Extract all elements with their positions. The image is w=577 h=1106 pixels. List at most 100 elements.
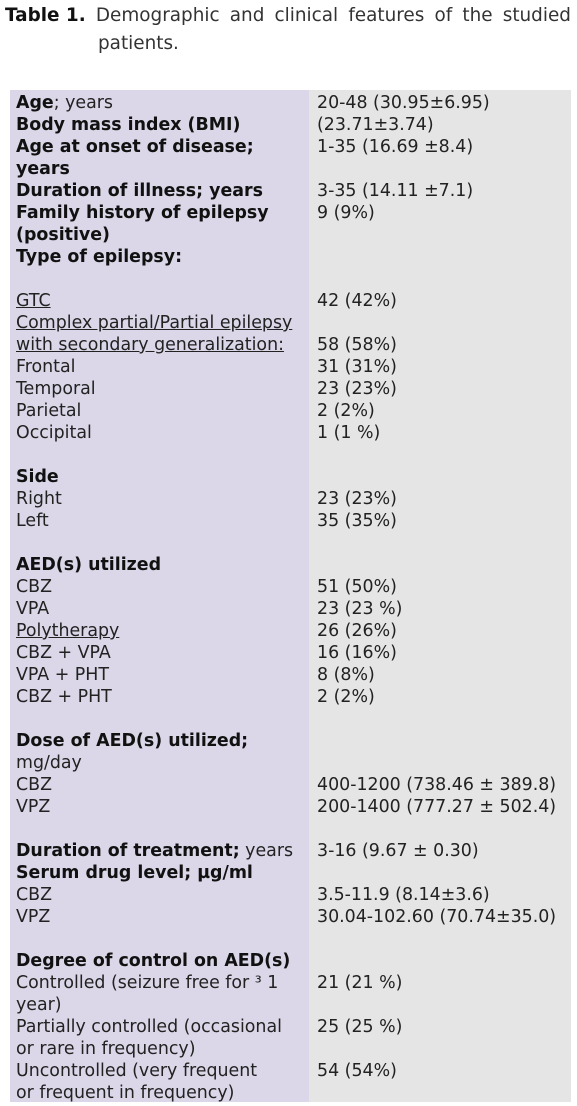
table-row: Side [10, 466, 571, 488]
table-row: Parietal 2 (2%) [10, 400, 571, 422]
row-label: Body mass index (BMI) [10, 114, 309, 136]
row-value: 23 (23 %) [317, 599, 403, 619]
table-row: or frequent in frequency) [10, 1082, 571, 1104]
row-label: year) [10, 994, 309, 1016]
table-row: Controlled (seizure free for ³ 1 21 (21 %… [10, 972, 571, 994]
row-label: Side [10, 466, 309, 488]
table-row: Polytherapy 26 (26%) [10, 620, 571, 642]
row-value: 400-1200 (738.46 ± 389.8) [317, 775, 557, 795]
row-label: (positive) [10, 224, 309, 246]
row-label: Duration of treatment; years [10, 840, 309, 862]
row-label-text: CBZ [16, 885, 52, 905]
row-value: 3-35 (14.11 ±7.1) [317, 181, 474, 201]
row-label: or frequent in frequency) [10, 1082, 309, 1104]
row-label-text: CBZ + PHT [16, 687, 112, 707]
table-row: Dose of AED(s) utilized; [10, 730, 571, 752]
row-label: CBZ + PHT [10, 686, 309, 708]
table-blank-row [10, 708, 571, 730]
row-label-text: Duration of treatment; [16, 841, 240, 861]
row-value [309, 730, 317, 752]
row-value: 31 (31%) [317, 357, 397, 377]
row-label-text: Family history of epilepsy [16, 203, 269, 223]
row-value: 23 (23%) [317, 379, 397, 399]
row-value [309, 950, 317, 972]
table-row: year) [10, 994, 571, 1016]
row-value: 8 (8%) [317, 665, 375, 685]
row-value: 54 (54%) [317, 1061, 397, 1081]
row-label-text: or frequent in frequency) [16, 1083, 235, 1103]
table-row: CBZ 51 (50%) [10, 576, 571, 598]
row-value: 51 (50%) [317, 577, 397, 597]
table-row: Left 35 (35%) [10, 510, 571, 532]
table-row: CBZ 3.5-11.9 (8.14±3.6) [10, 884, 571, 906]
row-value: 3.5-11.9 (8.14±3.6) [317, 885, 490, 905]
row-label-text: with secondary generalization: [16, 335, 284, 355]
row-value [309, 1038, 317, 1060]
row-label: VPZ [10, 796, 309, 818]
row-label: Dose of AED(s) utilized; [10, 730, 309, 752]
caption-word: studied [502, 5, 571, 26]
table-row: (positive) [10, 224, 571, 246]
row-value: 200-1400 (777.27 ± 502.4) [317, 797, 557, 817]
row-value: 35 (35%) [317, 511, 397, 531]
table-row: Duration of treatment; years 3-16 (9.67 ±… [10, 840, 571, 862]
row-value [309, 862, 317, 884]
table-row: Right 23 (23%) [10, 488, 571, 510]
table-row: VPA + PHT 8 (8%) [10, 664, 571, 686]
row-label-text: or rare in frequency) [16, 1039, 196, 1059]
row-label-text: Side [16, 467, 59, 487]
row-label-text: Dose of AED(s) utilized; [16, 731, 249, 751]
table-row: Family history of epilepsy 9 (9%) [10, 202, 571, 224]
row-value [309, 554, 317, 576]
table-blank-row [10, 444, 571, 466]
table-right-column-bg [309, 90, 571, 1102]
table-row: Occipital 1 (1 %) [10, 422, 571, 444]
row-label-text: Left [16, 511, 49, 531]
table-row: AED(s) utilized [10, 554, 571, 576]
row-label: Occipital [10, 422, 309, 444]
row-label-text: CBZ + VPA [16, 643, 111, 663]
table-row: Temporal 23 (23%) [10, 378, 571, 400]
row-value: (23.71±3.74) [317, 115, 434, 135]
row-label-text: VPZ [16, 907, 51, 927]
row-label: mg/day [10, 752, 309, 774]
row-label-text: Right [16, 489, 62, 509]
row-value: 20-48 (30.95±6.95) [317, 93, 490, 113]
caption-word: clinical [274, 5, 339, 26]
row-label: Type of epilepsy: [10, 246, 309, 268]
row-label-text: VPA + PHT [16, 665, 109, 685]
row-label-text: VPA [16, 599, 50, 619]
row-label-text: VPZ [16, 797, 51, 817]
row-label: Age at onset of disease; years [10, 136, 309, 180]
row-label: or rare in frequency) [10, 1038, 309, 1060]
row-label: VPA + PHT [10, 664, 309, 686]
row-label: Age; years [10, 92, 309, 114]
row-value: 9 (9%) [317, 203, 375, 223]
row-value: 42 (42%) [317, 291, 397, 311]
row-value [309, 752, 317, 774]
row-label-text: Body mass index (BMI) [16, 115, 241, 135]
table-left-column-bg [10, 90, 309, 1102]
row-value: 3-16 (9.67 ± 0.30) [317, 841, 479, 861]
table-row: VPZ 30.04-102.60 (70.74±35.0) [10, 906, 571, 928]
row-label: CBZ [10, 774, 309, 796]
row-value: 26 (26%) [317, 621, 397, 641]
table-row: Type of epilepsy: [10, 246, 571, 268]
row-label-text: ; years [53, 93, 113, 113]
row-label-text: Controlled (seizure free for ³ 1 [16, 973, 279, 993]
table-caption: Table 1. Demographic and clinical features of… [5, 2, 571, 58]
row-label-text: mg/day [16, 753, 82, 773]
row-label: VPA [10, 598, 309, 620]
row-label-text: Degree of control on AED(s) [16, 951, 291, 971]
row-value: 2 (2%) [317, 401, 375, 421]
row-label: Left [10, 510, 309, 532]
row-label-text: CBZ [16, 577, 52, 597]
row-label-text: CBZ [16, 775, 52, 795]
table-row: or rare in frequency) [10, 1038, 571, 1060]
row-value: 23 (23%) [317, 489, 397, 509]
row-label-text: Age at onset of disease; years [16, 137, 254, 179]
row-label-text: years [239, 841, 294, 861]
caption-word: of [434, 5, 453, 26]
row-label: Polytherapy [10, 620, 309, 642]
row-value: 30.04-102.60 (70.74±35.0) [317, 907, 557, 927]
